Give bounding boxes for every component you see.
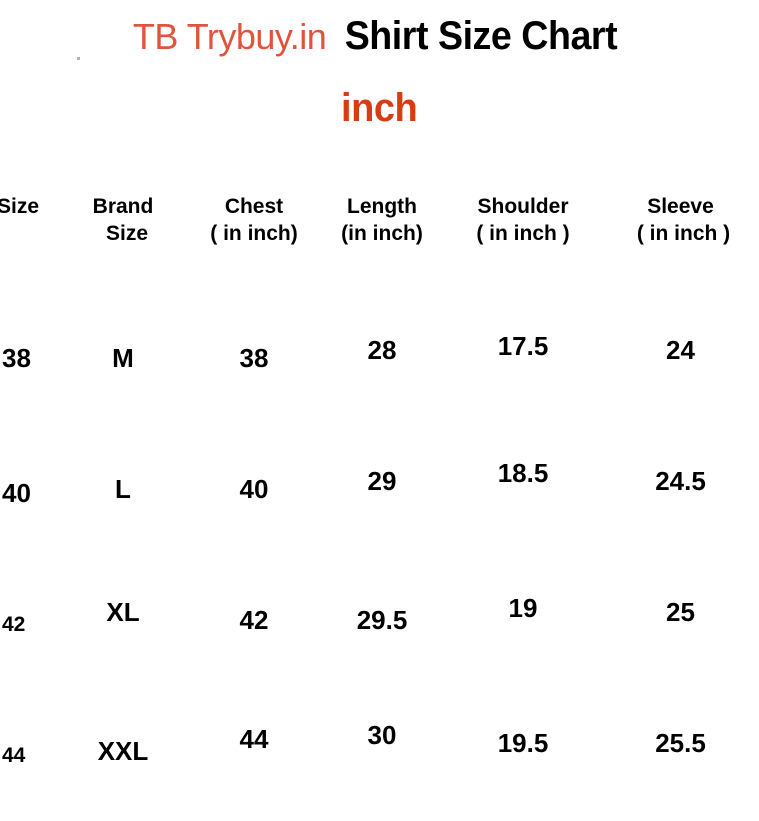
- column-header-shoulder: Shoulder ( in inch ): [444, 180, 602, 289]
- column-header-brand-size-unit: Size: [105, 221, 149, 245]
- cell-shoulder: 17.5: [497, 331, 549, 361]
- column-header-sleeve: Sleeve ( in inch ): [602, 180, 759, 289]
- column-header-brand-size: Brand Size: [58, 180, 188, 289]
- cell-size: 38: [2, 343, 31, 373]
- size-chart-page: TB Trybuy.in Shirt Size Chart inch Size B…: [0, 0, 759, 767]
- column-header-length: Length (in inch): [320, 180, 444, 289]
- scan-artifact-speck: [77, 57, 80, 60]
- column-header-sleeve-unit: ( in inch ): [636, 221, 731, 245]
- brand-name: TB Trybuy.in: [132, 16, 327, 57]
- chart-title-block: TB Trybuy.in Shirt Size Chart inch: [0, 0, 759, 155]
- cell-brand-size: L: [115, 474, 131, 504]
- cell-sleeve: 24.5: [655, 466, 706, 496]
- cell-brand-size: XL: [106, 597, 140, 627]
- cell-brand-size: M: [112, 343, 134, 373]
- cell-sleeve: 25: [666, 597, 695, 627]
- cell-shoulder: 19: [508, 593, 538, 623]
- table-body: 38 M 38 28 17.5 24 40 L 40 29 18.5 24.5 …: [0, 289, 759, 813]
- cell-size: 40: [2, 478, 31, 508]
- column-header-brand-size-label: Brand: [92, 195, 154, 218]
- cell-size: 42: [2, 612, 26, 636]
- cell-size: 44: [2, 743, 26, 767]
- column-header-shoulder-label: Shoulder: [477, 195, 569, 218]
- column-header-length-label: Length: [347, 195, 417, 218]
- table-header-row: Size Brand Size Chest ( in inch) Length …: [0, 180, 759, 289]
- table-row: 38 M 38 28 17.5 24: [0, 289, 759, 420]
- cell-length: 28: [367, 335, 397, 365]
- cell-chest: 44: [239, 724, 269, 754]
- table-row: 42 XL 42 29.5 19 25: [0, 551, 759, 682]
- unit-subtitle: inch: [341, 86, 418, 130]
- table-row: 40 L 40 29 18.5 24.5: [0, 420, 759, 551]
- cell-shoulder: 18.5: [497, 458, 549, 488]
- column-header-size-label: Size: [0, 195, 40, 218]
- cell-sleeve: 24: [666, 335, 695, 365]
- cell-brand-size: XXL: [97, 736, 149, 766]
- page-title: Shirt Size Chart: [344, 14, 618, 58]
- table-header: Size Brand Size Chest ( in inch) Length …: [0, 180, 759, 289]
- column-header-chest-unit: ( in inch): [210, 221, 298, 245]
- title-primary-line: TB Trybuy.in Shirt Size Chart: [0, 16, 759, 56]
- cell-length: 30: [367, 720, 397, 750]
- title-secondary-line: inch: [0, 88, 759, 128]
- cell-shoulder: 19.5: [497, 728, 549, 758]
- cell-length: 29: [367, 466, 397, 496]
- column-header-chest: Chest ( in inch): [188, 180, 320, 289]
- cell-sleeve: 25.5: [655, 728, 706, 758]
- size-chart-table: Size Brand Size Chest ( in inch) Length …: [0, 180, 759, 813]
- table-row: 44 XXL 44 30 19.5 25.5: [0, 682, 759, 813]
- cell-chest: 38: [239, 343, 269, 373]
- column-header-length-unit: (in inch): [341, 221, 423, 245]
- column-header-sleeve-label: Sleeve: [647, 195, 714, 218]
- cell-chest: 40: [239, 474, 269, 504]
- column-header-shoulder-unit: ( in inch ): [476, 221, 570, 245]
- column-header-chest-label: Chest: [224, 195, 284, 218]
- cell-chest: 42: [239, 605, 269, 635]
- column-header-size: Size: [0, 180, 58, 289]
- cell-length: 29.5: [356, 605, 408, 635]
